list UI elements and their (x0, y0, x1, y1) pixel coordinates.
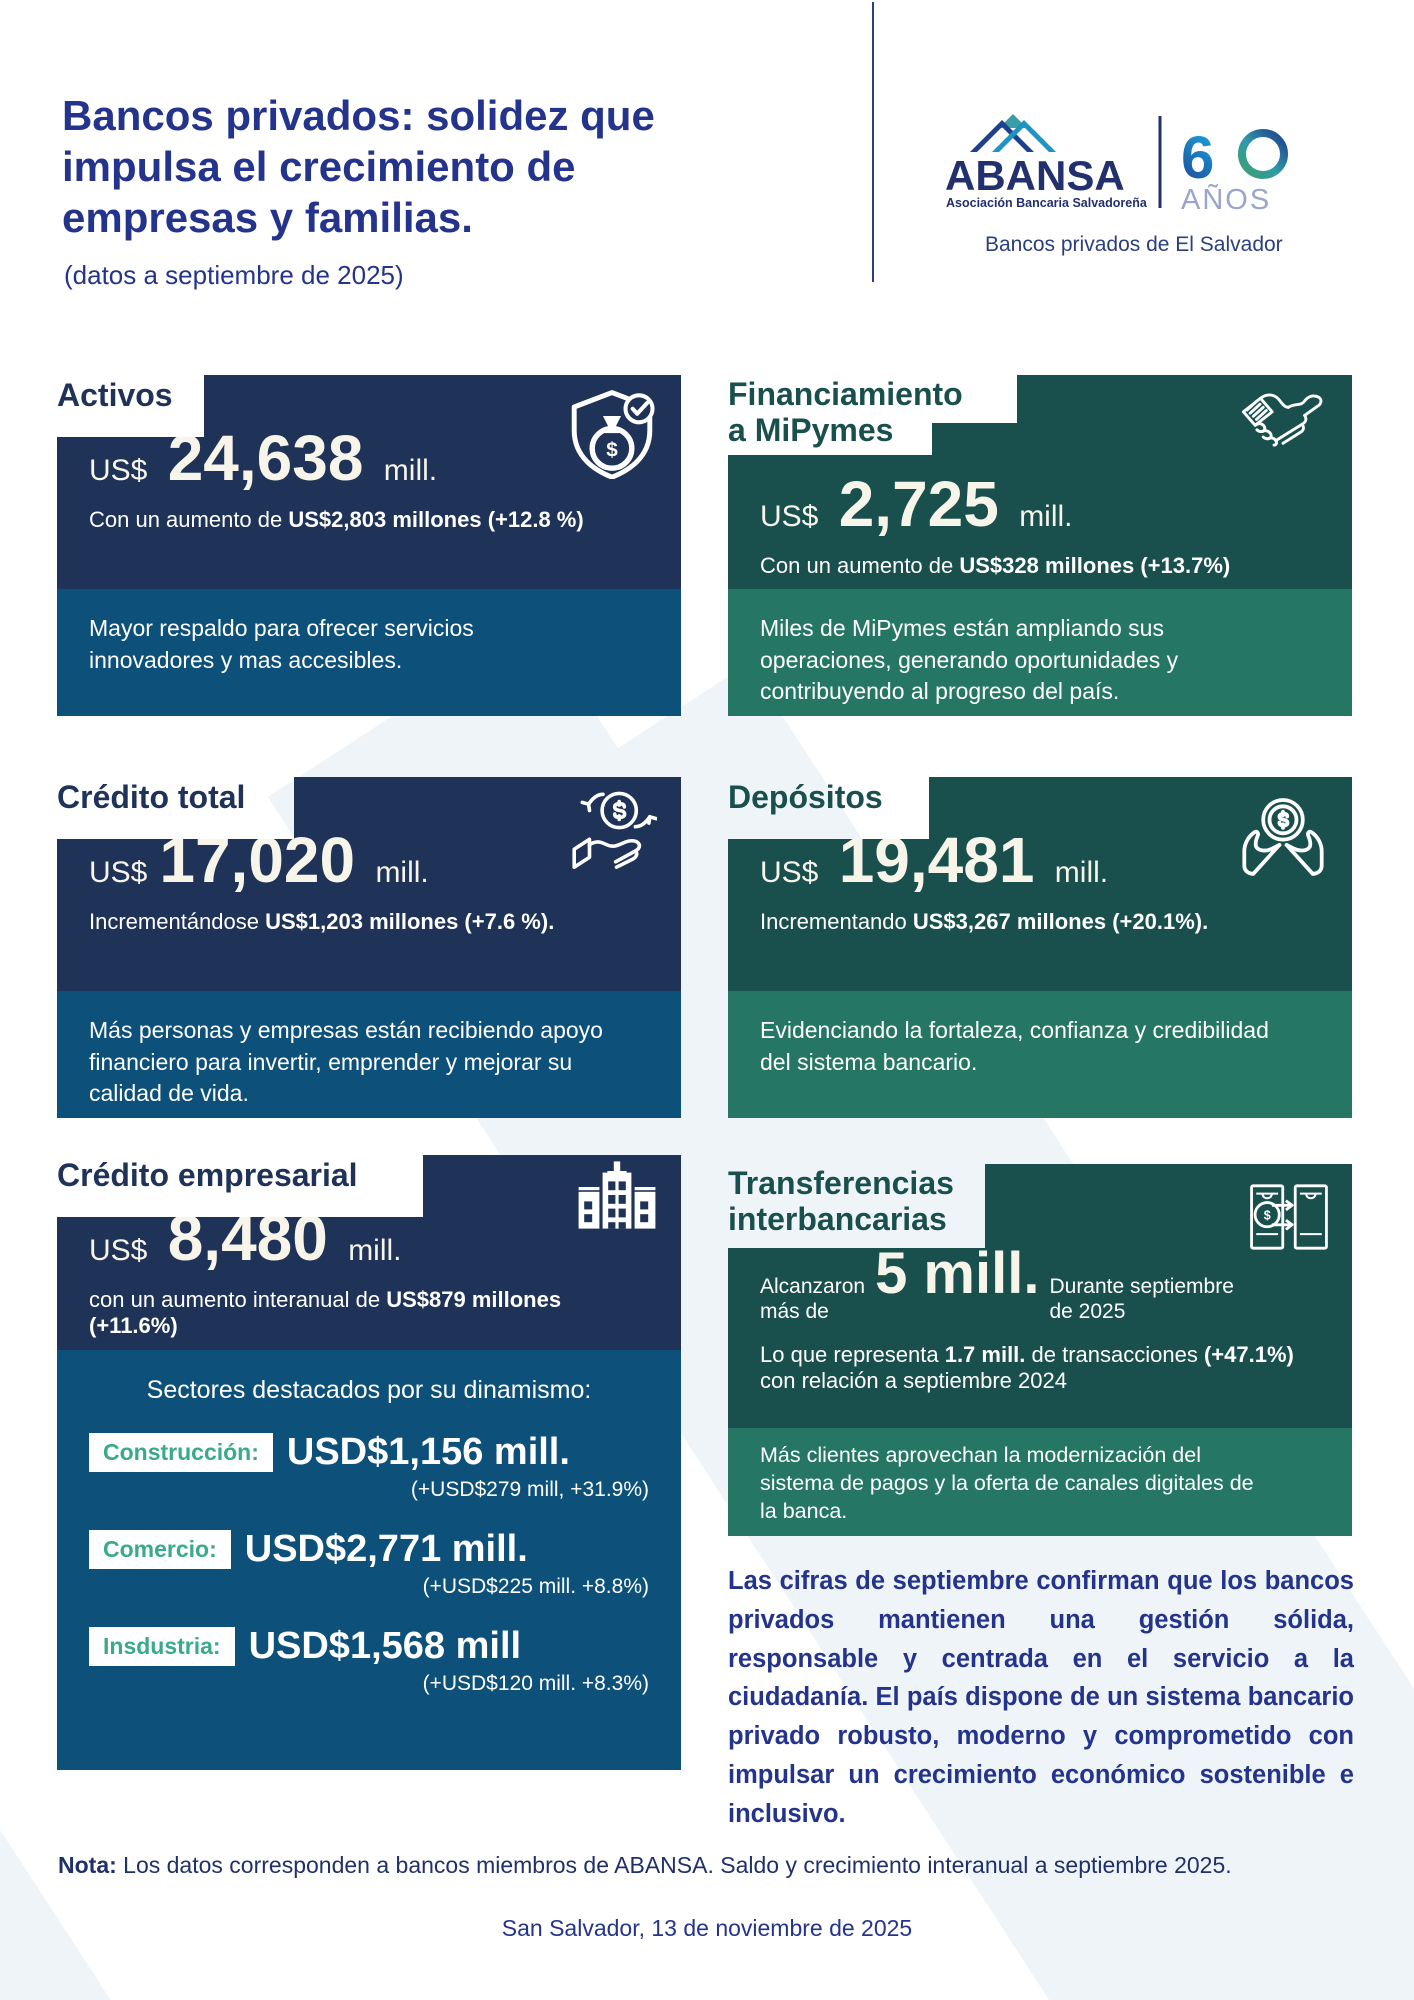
svg-text:Asociación Bancaria Salvadoreñ: Asociación Bancaria Salvadoreña (946, 196, 1148, 210)
svg-text:ABANSA: ABANSA (945, 152, 1125, 199)
svg-text:6: 6 (1181, 124, 1214, 191)
svg-text:AÑOS: AÑOS (1181, 182, 1271, 216)
svg-text:$: $ (606, 439, 618, 462)
svg-text:$: $ (1264, 1208, 1271, 1222)
